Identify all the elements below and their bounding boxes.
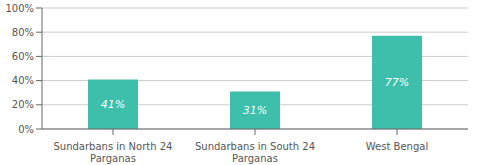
svg-text:60%: 60% — [12, 51, 34, 62]
svg-text:20%: 20% — [12, 99, 34, 110]
svg-text:0%: 0% — [18, 124, 34, 135]
svg-text:80%: 80% — [12, 27, 34, 38]
svg-text:40%: 40% — [12, 75, 34, 86]
svg-text:31%: 31% — [243, 104, 267, 117]
svg-text:41%: 41% — [101, 98, 125, 111]
svg-text:77%: 77% — [385, 76, 409, 89]
svg-text:Sundarbans in South 24Parganas: Sundarbans in South 24Parganas — [195, 141, 315, 164]
svg-text:Sundarbans in North 24Parganas: Sundarbans in North 24Parganas — [54, 141, 173, 164]
svg-text:West Bengal: West Bengal — [366, 141, 428, 152]
svg-text:100%: 100% — [8, 3, 34, 14]
